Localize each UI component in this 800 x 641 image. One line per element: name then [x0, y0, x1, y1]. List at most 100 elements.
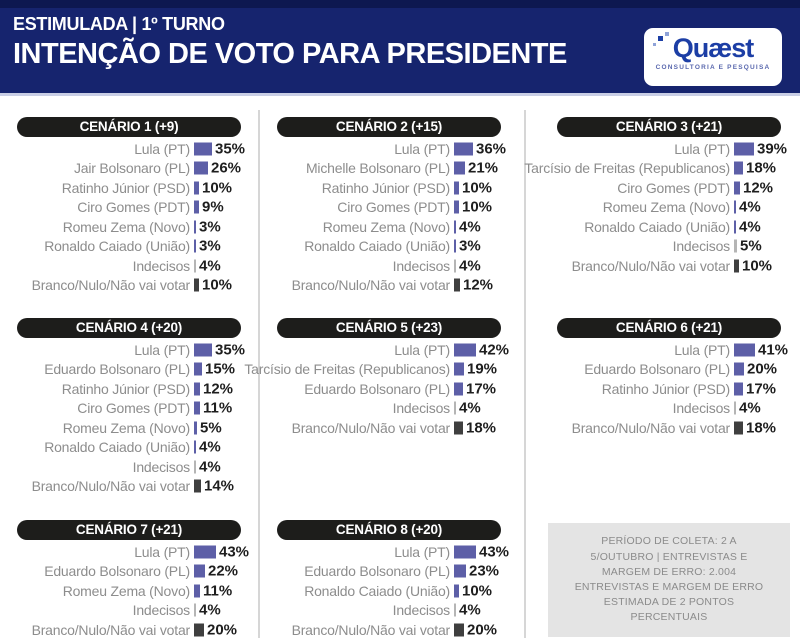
- value-label: 26%: [211, 159, 242, 177]
- bar-and-value: 35%: [194, 140, 245, 157]
- bar-and-value: 43%: [194, 543, 249, 560]
- category-label: Lula (PT): [394, 140, 450, 157]
- bar-row: Ronaldo Caiado (União) 10%: [268, 581, 510, 601]
- category-label: Ratinho Júnior (PSD): [61, 179, 190, 196]
- value-bar: [734, 421, 743, 435]
- category-label: Ciro Gomes (PDT): [77, 400, 190, 417]
- value-bar: [454, 259, 456, 273]
- bar-and-value: 3%: [194, 238, 221, 255]
- value-label: 10%: [462, 198, 493, 216]
- value-label: 4%: [739, 218, 761, 236]
- bar-and-value: 4%: [454, 257, 481, 274]
- category-label: Indecisos: [672, 238, 731, 255]
- value-label: 4%: [459, 257, 481, 275]
- bar-and-value: 4%: [194, 458, 221, 475]
- scenario-title-pill: CENÁRIO 5 (+23): [277, 318, 501, 338]
- page-title: INTENÇÃO DE VOTO PARA PRESIDENTE: [13, 38, 567, 70]
- bar-and-value: 42%: [454, 341, 509, 358]
- bar-and-value: 20%: [194, 621, 237, 638]
- bar-row: Lula (PT) 43%: [8, 542, 250, 562]
- bar-and-value: 18%: [734, 160, 776, 177]
- value-label: 18%: [746, 419, 777, 437]
- bar-and-value: 3%: [454, 238, 481, 255]
- bar-row: Michelle Bolsonaro (PL) 21%: [268, 159, 510, 179]
- value-label: 17%: [746, 380, 777, 398]
- category-label: Ronaldo Caiado (União): [304, 238, 450, 255]
- value-label: 10%: [462, 179, 493, 197]
- bar-and-value: 11%: [194, 582, 232, 599]
- value-bar: [454, 142, 473, 156]
- bar-row: Ronaldo Caiado (União) 4%: [548, 217, 790, 237]
- value-bar: [454, 545, 476, 559]
- bar-and-value: 4%: [454, 400, 481, 417]
- category-label: Branco/Nulo/Não vai votar: [571, 257, 731, 274]
- bar-row: Tarcísio de Freitas (Republicanos) 19%: [244, 360, 510, 380]
- bar-and-value: 5%: [734, 238, 762, 255]
- value-bar: [454, 401, 456, 415]
- value-bar: [454, 239, 456, 253]
- value-bar: [734, 181, 740, 195]
- category-label: Indecisos: [132, 257, 191, 274]
- bar-and-value: 26%: [194, 160, 241, 177]
- value-label: 20%: [747, 360, 778, 378]
- value-bar: [454, 181, 459, 195]
- value-bar: [734, 161, 743, 175]
- category-label: Eduardo Bolsonaro (PL): [304, 563, 450, 580]
- category-label: Romeu Zema (Novo): [322, 218, 451, 235]
- value-label: 5%: [200, 419, 222, 437]
- bar-row: Indecisos 4%: [548, 399, 790, 419]
- bar-row: Romeu Zema (Novo) 5%: [8, 418, 250, 438]
- bar-row: Branco/Nulo/Não vai votar 14%: [8, 477, 250, 497]
- value-label: 10%: [202, 276, 233, 294]
- logo-pixel-icon: [665, 32, 669, 36]
- value-label: 23%: [469, 562, 500, 580]
- value-label: 15%: [205, 360, 236, 378]
- bar-and-value: 20%: [734, 361, 777, 378]
- bar-row: Eduardo Bolsonaro (PL) 20%: [548, 360, 790, 380]
- category-label: Branco/Nulo/Não vai votar: [571, 419, 731, 436]
- scenario-panel-4: CENÁRIO 4 (+20) Lula (PT) 35% Eduardo Bols…: [8, 318, 250, 496]
- category-label: Lula (PT): [134, 543, 190, 560]
- bar-and-value: 4%: [734, 218, 761, 235]
- scenario-title-pill: CENÁRIO 1 (+9): [17, 117, 241, 137]
- category-label: Ronaldo Caiado (União): [304, 582, 450, 599]
- bar-and-value: 4%: [454, 218, 481, 235]
- value-label: 11%: [203, 399, 233, 417]
- bar-row: Lula (PT) 39%: [548, 139, 790, 159]
- bar-and-value: 17%: [454, 380, 496, 397]
- scenario-title-pill: CENÁRIO 2 (+15): [277, 117, 501, 137]
- bar-and-value: 10%: [194, 179, 232, 196]
- column-divider: [258, 110, 260, 638]
- value-bar: [454, 200, 459, 214]
- bar-row: Indecisos 4%: [268, 601, 510, 621]
- bar-and-value: 35%: [194, 341, 245, 358]
- value-bar: [454, 421, 463, 435]
- value-label: 4%: [199, 601, 221, 619]
- bar-and-value: 4%: [734, 199, 761, 216]
- scenario-title-pill: CENÁRIO 8 (+20): [277, 520, 501, 540]
- value-bar: [734, 401, 736, 415]
- value-label: 12%: [463, 276, 494, 294]
- bar-row: Branco/Nulo/Não vai votar 20%: [8, 620, 250, 640]
- bar-and-value: 4%: [194, 439, 221, 456]
- category-label: Lula (PT): [674, 341, 730, 358]
- value-bar: [734, 239, 737, 253]
- value-bar: [194, 623, 204, 637]
- value-bar: [454, 382, 463, 396]
- value-bar: [194, 421, 197, 435]
- value-label: 9%: [202, 198, 224, 216]
- bar-row: Romeu Zema (Novo) 11%: [8, 581, 250, 601]
- bar-row: Ronaldo Caiado (União) 4%: [8, 438, 250, 458]
- bar-and-value: 10%: [454, 199, 492, 216]
- scenario-panel-8: CENÁRIO 8 (+20) Lula (PT) 43% Eduardo Bols…: [268, 520, 510, 640]
- value-label: 17%: [466, 380, 497, 398]
- bar-row: Ratinho Júnior (PSD) 10%: [268, 178, 510, 198]
- category-label: Indecisos: [132, 458, 191, 475]
- value-label: 10%: [462, 582, 493, 600]
- value-bar: [194, 220, 196, 234]
- logo-pixel-icon: [653, 43, 656, 46]
- value-bar: [454, 584, 459, 598]
- scenario-panel-2: CENÁRIO 2 (+15) Lula (PT) 36% Michelle Bol…: [268, 117, 510, 295]
- value-bar: [454, 623, 464, 637]
